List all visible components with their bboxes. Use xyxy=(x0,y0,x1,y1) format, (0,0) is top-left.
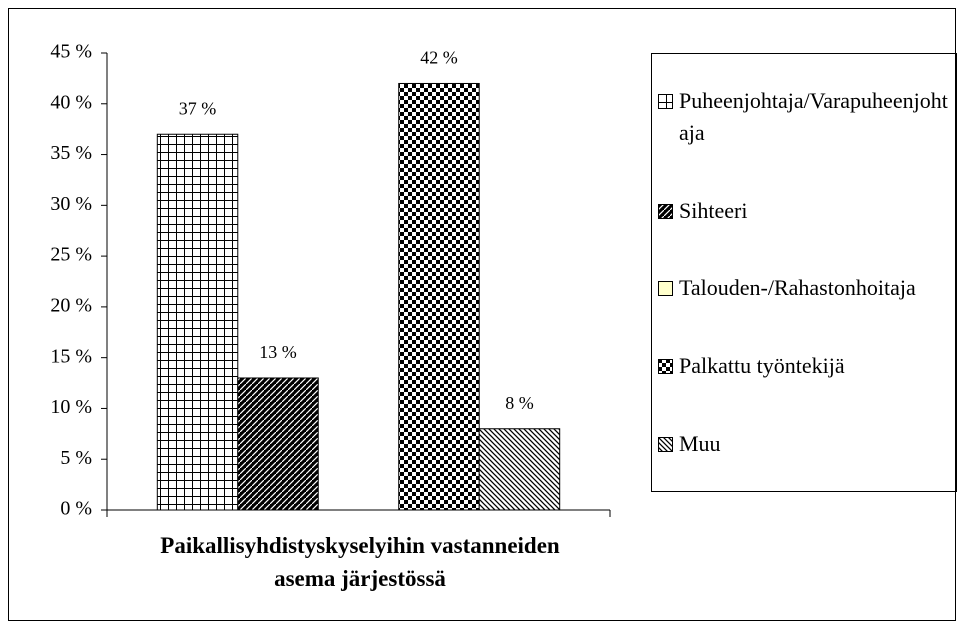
bar xyxy=(398,82,480,511)
value-label: 42 % xyxy=(420,48,458,68)
legend-swatch xyxy=(658,281,673,297)
legend-swatch-fill xyxy=(658,281,673,297)
value-label: 13 % xyxy=(259,342,297,362)
y-tick-label: 40 % xyxy=(50,91,92,113)
legend-swatch-fill xyxy=(658,359,673,375)
x-axis-title: Paikallisyhdistyskyselyihin vastanneiden… xyxy=(160,533,560,591)
legend-label: Talouden-/Rahastonhoitaja xyxy=(679,275,916,301)
legend-swatch-fill xyxy=(658,437,673,453)
legend-entry: Talouden-/Rahastonhoitaja xyxy=(658,272,956,304)
y-tick-label: 20 % xyxy=(50,294,92,316)
legend-entry: Puheenjohtaja/Varapuheenjohtaja xyxy=(658,85,956,149)
legend-swatch xyxy=(658,359,673,375)
legend-entry: Palkattu työntekijä xyxy=(658,350,956,382)
value-label: 37 % xyxy=(179,98,217,118)
value-label: 8 % xyxy=(505,393,534,413)
bar xyxy=(156,133,239,511)
y-tick-label: 5 % xyxy=(60,447,92,469)
y-tick-label: 25 % xyxy=(50,244,92,266)
legend-label: Muu xyxy=(679,431,721,457)
legend-swatch xyxy=(658,437,673,453)
legend-swatch xyxy=(658,203,673,219)
y-tick-label: 0 % xyxy=(60,498,92,520)
legend-label: Puheenjohtaja/Varapuheenjohtaja xyxy=(679,87,948,145)
legend-swatch-fill xyxy=(658,93,673,109)
y-tick-label: 10 % xyxy=(50,396,92,418)
y-tick-label: 15 % xyxy=(50,345,92,367)
legend-label: Sihteeri xyxy=(679,197,748,223)
legend-entry: Muu xyxy=(658,428,956,460)
legend-swatch xyxy=(658,93,673,109)
legend-swatch-fill xyxy=(658,203,673,219)
bar xyxy=(478,428,561,511)
chart-frame xyxy=(8,8,956,621)
y-tick-label: 45 % xyxy=(50,41,92,63)
legend-entry: Sihteeri xyxy=(658,195,956,227)
legend: Puheenjohtaja/Varapuheenjohtaja Sihteeri T… xyxy=(651,53,957,492)
y-tick-label: 35 % xyxy=(50,142,92,164)
y-tick-label: 30 % xyxy=(50,193,92,215)
legend-label: Palkattu työntekijä xyxy=(679,353,845,379)
bar xyxy=(237,377,319,511)
